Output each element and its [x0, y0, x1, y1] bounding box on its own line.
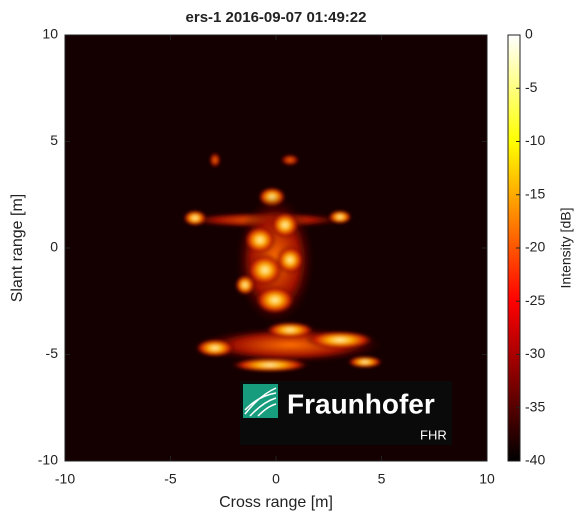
colorbar-tick-label: -10	[525, 132, 545, 148]
colorbar-tick-label: -5	[525, 79, 538, 95]
x-tick-label: 0	[272, 471, 280, 487]
colorbar-tick-label: 0	[525, 26, 533, 42]
logo-name: Fraunhofer	[287, 388, 435, 419]
logo-unit: FHR	[420, 427, 447, 442]
radar-image	[180, 152, 385, 372]
y-axis-label: Slant range [m]	[9, 194, 26, 303]
y-tick-label: -10	[38, 452, 58, 468]
colorbar-tick-label: -40	[525, 452, 545, 468]
y-tick-label: 5	[50, 132, 58, 148]
x-tick-label: 10	[479, 471, 495, 487]
x-tick-label: 5	[378, 471, 386, 487]
colorbar-tick-label: -30	[525, 345, 545, 361]
colorbar-tick-label: -25	[525, 292, 545, 308]
x-tick-label: -10	[55, 471, 75, 487]
x-tick-label: -5	[164, 471, 177, 487]
y-tick-label: 10	[42, 26, 58, 42]
y-tick-label: 0	[50, 239, 58, 255]
y-tick-label: -5	[46, 345, 59, 361]
colorbar-tick-label: -35	[525, 398, 545, 414]
colorbar-tick-label: -15	[525, 185, 545, 201]
logo-lines	[244, 387, 277, 417]
colorbar-tick-label: -20	[525, 239, 545, 255]
colorbar-label: Intensity [dB]	[558, 208, 574, 289]
x-axis-label: Cross range [m]	[219, 494, 333, 511]
chart-title: ers-1 2016-09-07 01:49:22	[186, 9, 367, 26]
